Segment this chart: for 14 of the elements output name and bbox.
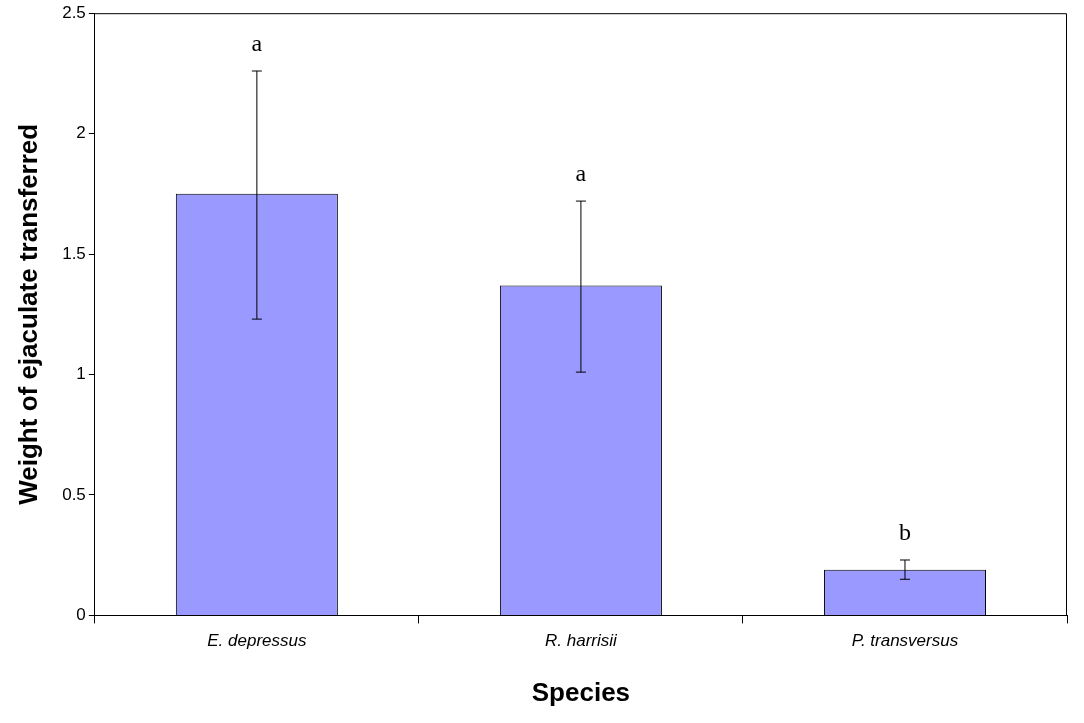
y-tick-label: 1 [76, 364, 86, 384]
x-tick-label: R. harrisii [545, 631, 619, 651]
y-tick-label: 0.5 [62, 484, 86, 504]
y-tick-label: 0 [76, 605, 86, 625]
annotation: b [898, 519, 911, 545]
annotation: a [251, 30, 263, 57]
x-axis-title: Species [531, 676, 631, 707]
y-axis-title: Weight of ejaculate transferred [12, 123, 43, 505]
x-tick-label: P. transversus [851, 631, 959, 651]
x-tick-label: E. depressus [207, 631, 307, 651]
y-tick-label: 1.5 [62, 243, 86, 263]
y-tick-label: 2.5 [62, 2, 86, 22]
y-tick-label: 2 [76, 123, 86, 143]
annotation: a [575, 160, 587, 187]
